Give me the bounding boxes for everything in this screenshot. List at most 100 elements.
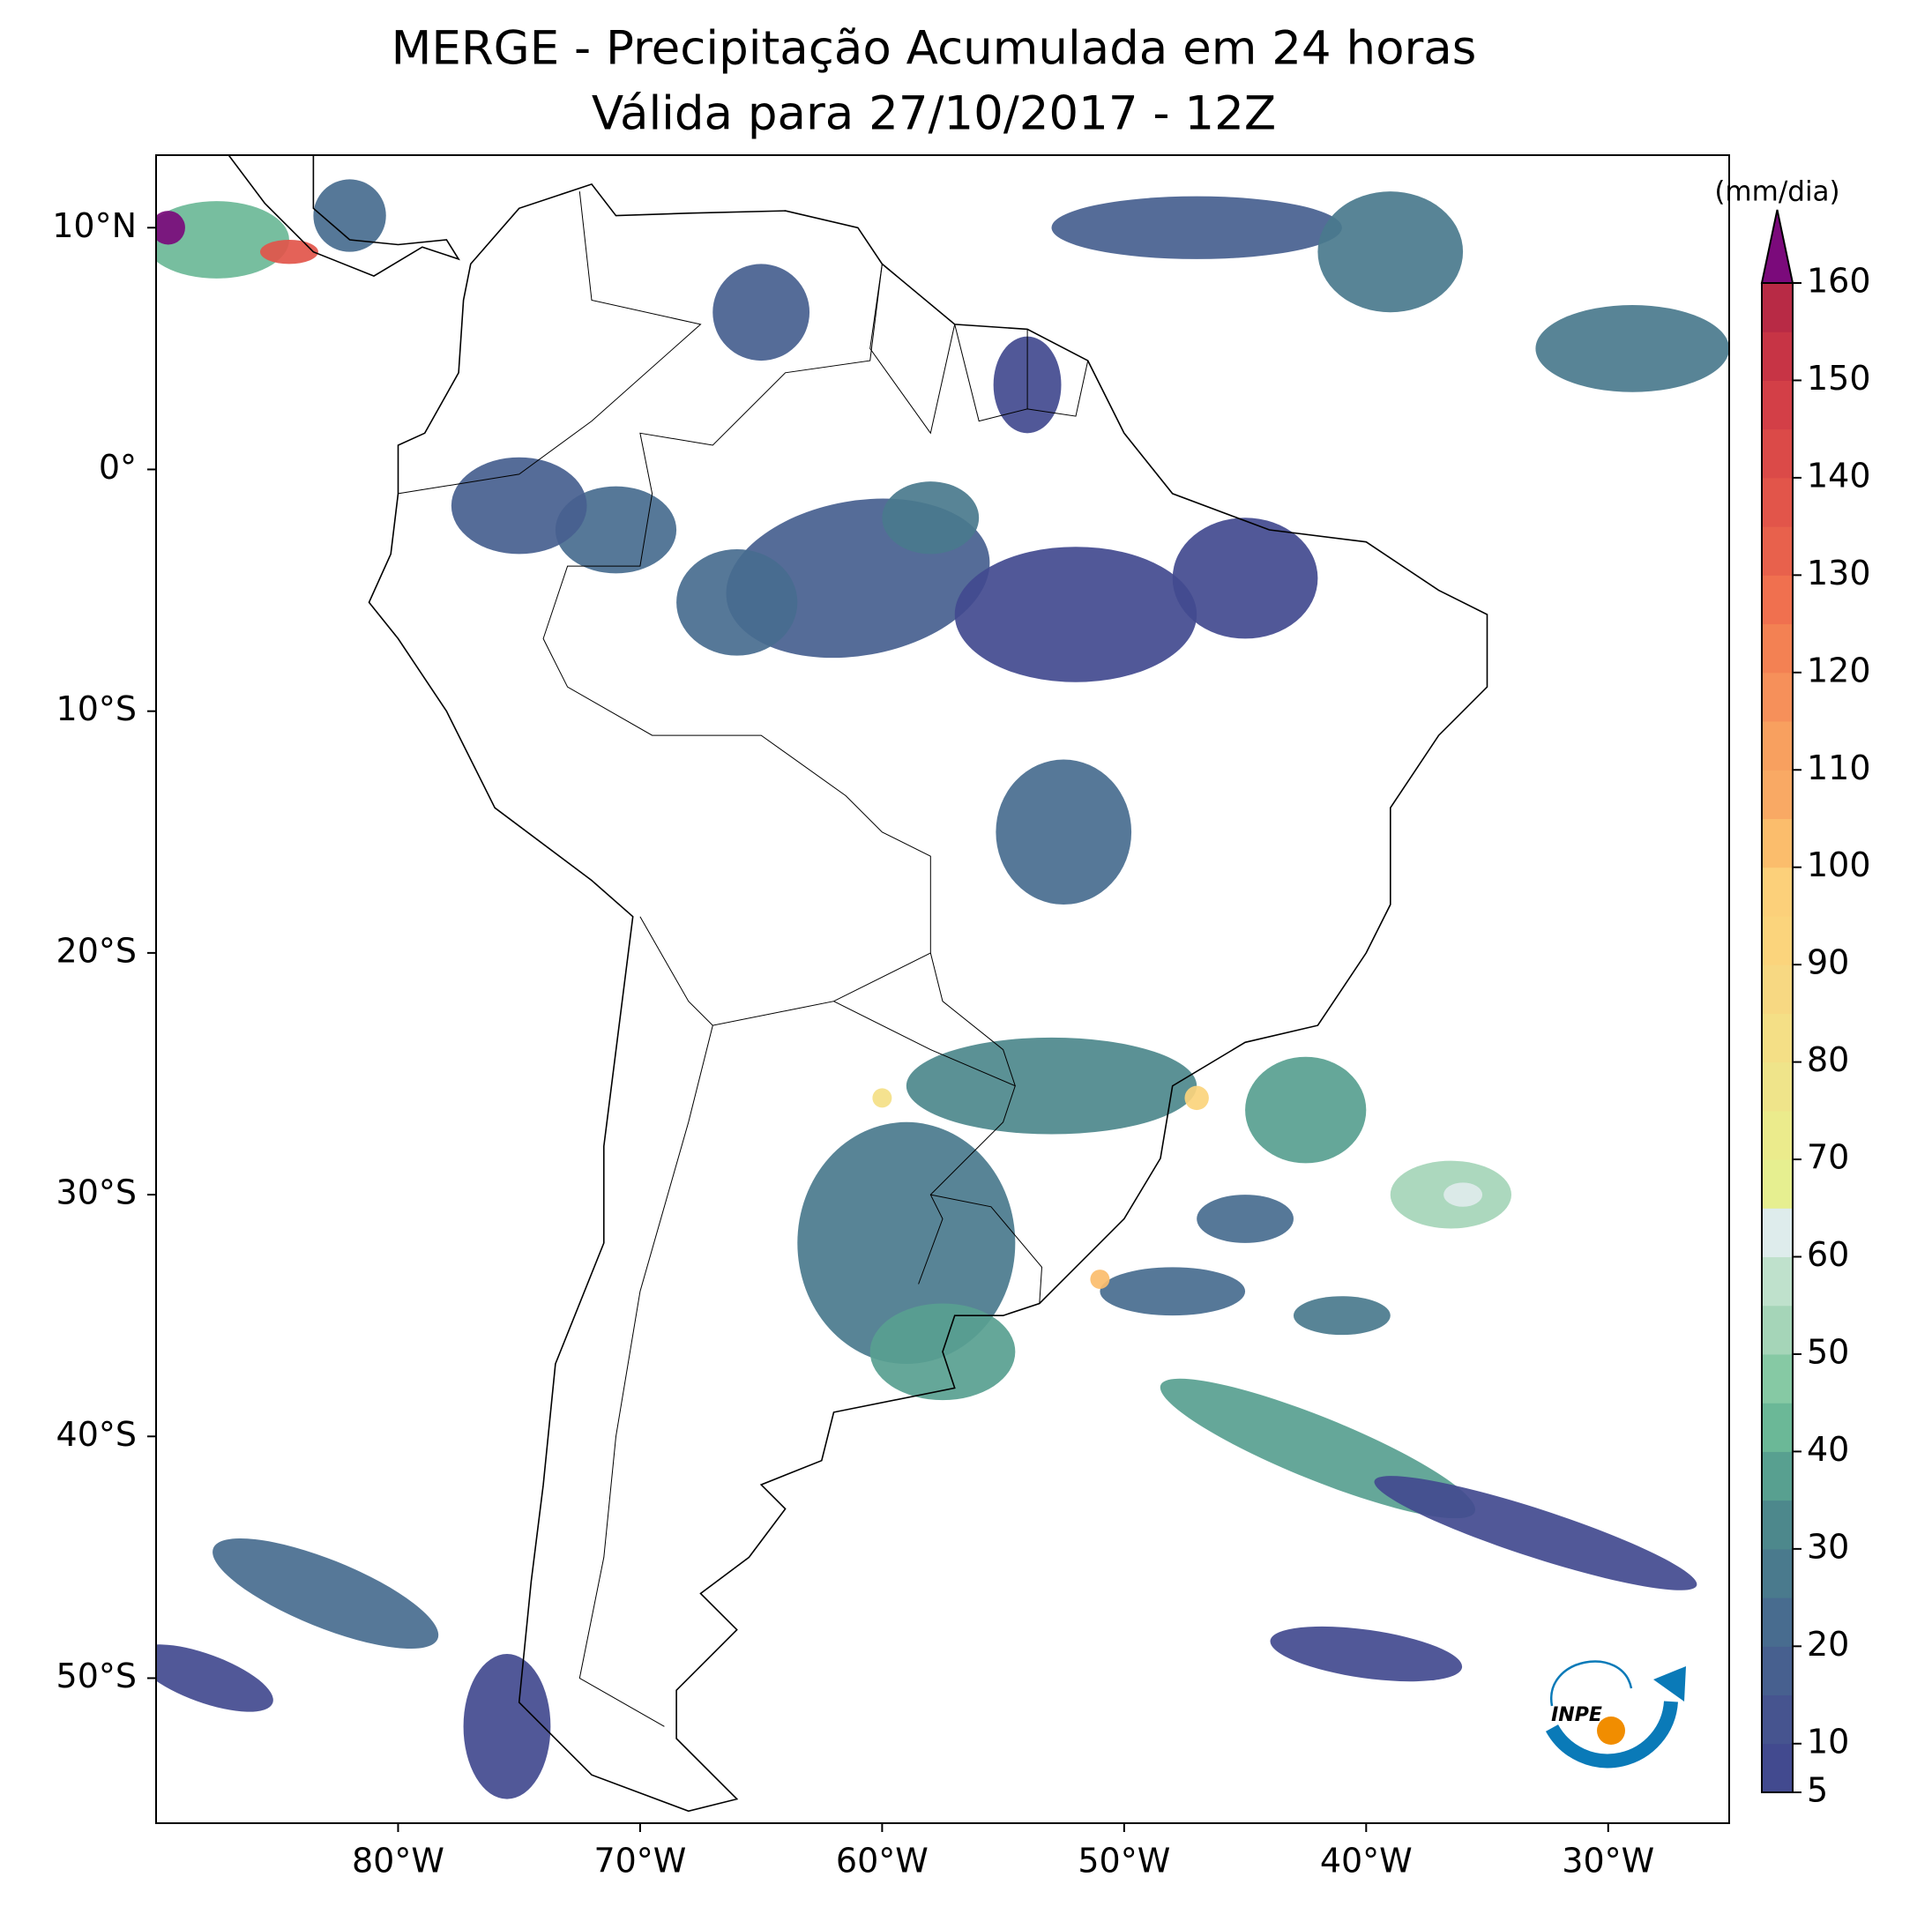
colorbar-tick-label: 40 — [1807, 1430, 1849, 1469]
colorbar-tick-label: 20 — [1807, 1625, 1849, 1664]
precip-area — [1317, 191, 1464, 313]
colorbar-tick-label: 160 — [1807, 262, 1871, 301]
map-frame — [155, 154, 1730, 1824]
colorbar-band — [1762, 1061, 1793, 1112]
y-tick-label: 0° — [99, 448, 137, 487]
x-tick-label: 80°W — [352, 1842, 444, 1880]
precip-area — [156, 1644, 273, 1712]
colorbar-band — [1762, 672, 1793, 722]
colorbar-band — [1762, 283, 1793, 332]
y-tick-label: 40°S — [56, 1415, 137, 1454]
colorbar-extend — [1760, 209, 1794, 284]
x-tick-label: 50°W — [1078, 1842, 1170, 1880]
colorbar-tick-label: 150 — [1807, 359, 1871, 398]
colorbar-band — [1762, 1256, 1793, 1307]
colorbar-band — [1762, 331, 1793, 381]
precip-area — [797, 1121, 1016, 1365]
colorbar-band — [1762, 1110, 1793, 1160]
precip-area — [1535, 305, 1729, 392]
colorbar-band — [1762, 818, 1793, 868]
colorbar-tick-label: 140 — [1807, 456, 1871, 495]
colorbar-tick-label: 130 — [1807, 554, 1871, 592]
country-border — [869, 264, 956, 435]
precip-area — [1051, 196, 1342, 259]
colorbar-band — [1762, 1305, 1793, 1355]
precip-area — [996, 759, 1132, 905]
precip-area — [906, 1037, 1197, 1135]
logo-sun — [1597, 1717, 1625, 1745]
colorbar-band — [1762, 1597, 1793, 1647]
precip-area — [1245, 1056, 1367, 1164]
colorbar-band — [1762, 1743, 1793, 1793]
precip-area — [463, 1654, 551, 1799]
precip-area — [1184, 1085, 1209, 1111]
colorbar-band — [1762, 1451, 1793, 1501]
precip-area — [954, 547, 1197, 682]
colorbar-band — [1762, 623, 1793, 674]
logo-arrow — [1653, 1666, 1686, 1702]
title-line-2: Válida para 27/10/2017 - 12Z — [592, 87, 1276, 141]
colorbar-band — [1762, 1353, 1793, 1404]
x-tick-label: 40°W — [1320, 1842, 1413, 1880]
country-border — [929, 952, 1016, 1086]
colorbar-tick-label: 70 — [1807, 1138, 1849, 1177]
country-border — [833, 1001, 1016, 1285]
y-tick-label: 10°S — [56, 689, 137, 728]
coastline — [368, 182, 1488, 1813]
colorbar-band — [1762, 477, 1793, 527]
precip-area — [313, 179, 386, 252]
y-tick-label: 20°S — [56, 931, 137, 970]
precip-area — [882, 481, 980, 555]
precip-area — [1100, 1267, 1246, 1316]
precip-area — [1197, 1195, 1294, 1243]
precip-area — [451, 457, 587, 555]
precip-area — [1090, 1270, 1110, 1290]
colorbar-band — [1762, 1159, 1793, 1209]
precip-area — [1270, 1626, 1463, 1682]
coastline — [226, 155, 460, 277]
precip-area — [712, 264, 810, 361]
title-line-1: MERGE - Precipitação Acumulada em 24 hor… — [392, 22, 1477, 76]
colorbar-band — [1762, 964, 1793, 1014]
precip-area — [260, 239, 318, 264]
y-tick-label: 10°N — [52, 206, 137, 245]
colorbar-tick-label: 90 — [1807, 943, 1849, 982]
precip-area — [213, 1538, 439, 1650]
colorbar: 5 10 20 30 40 50 60 70 80 90 100 110 120 130 140 150 160… — [1714, 176, 1870, 1810]
country-border — [398, 191, 702, 495]
colorbar-band — [1762, 1646, 1793, 1696]
colorbar-unit: (mm/dia) — [1714, 176, 1839, 208]
colorbar-tick-label: 5 — [1807, 1771, 1828, 1810]
precip-area — [156, 211, 185, 245]
logo-arc — [1545, 1701, 1678, 1769]
colorbar-tick-label: 80 — [1807, 1040, 1849, 1079]
colorbar-tick-label: 50 — [1807, 1332, 1849, 1371]
precip-area — [676, 548, 798, 656]
precip-area — [1172, 518, 1318, 639]
country-border — [542, 264, 931, 1026]
map-area — [156, 155, 1729, 1813]
precip-area — [1374, 1476, 1697, 1590]
colorbar-frame — [1761, 282, 1794, 1793]
colorbar-band — [1762, 1500, 1793, 1550]
country-border — [578, 1024, 713, 1727]
colorbar-tick-label: 30 — [1807, 1527, 1849, 1566]
colorbar-band — [1762, 575, 1793, 625]
colorbar-tick-label: 100 — [1807, 845, 1871, 884]
y-tick-label: 30°S — [56, 1173, 137, 1212]
colorbar-band — [1762, 526, 1793, 576]
colorbar-band — [1762, 770, 1793, 819]
country-border — [930, 1194, 1043, 1304]
colorbar-band — [1762, 1013, 1793, 1063]
precip-area — [1443, 1182, 1483, 1207]
logo: INPE — [1521, 1657, 1697, 1799]
colorbar-tick-label: 10 — [1807, 1722, 1849, 1761]
precip-area — [1293, 1296, 1391, 1336]
colorbar-tick-label: 120 — [1807, 651, 1871, 689]
precip-area — [156, 201, 289, 279]
logo-text: INPE — [1551, 1704, 1602, 1726]
colorbar-band — [1762, 721, 1793, 771]
colorbar-band — [1762, 867, 1793, 917]
country-border — [954, 324, 1028, 422]
